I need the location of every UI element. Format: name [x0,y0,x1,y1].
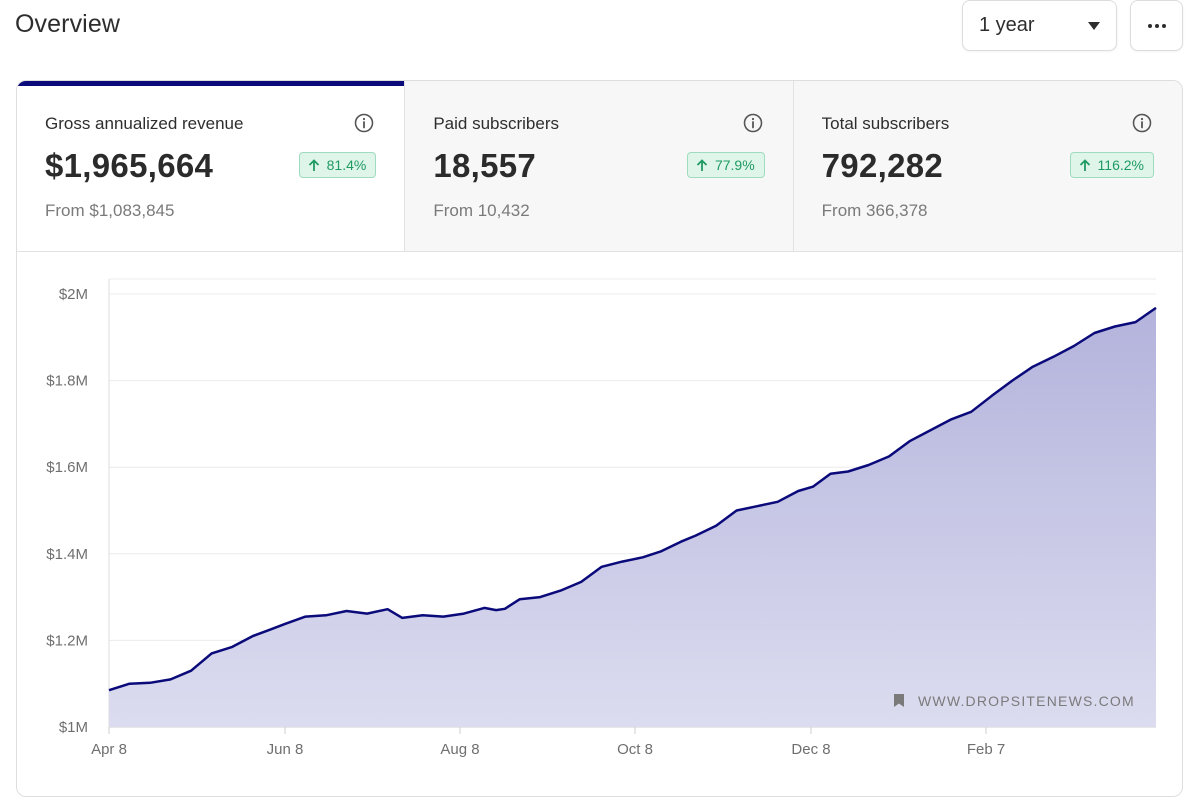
stat-value: 792,282 [821,147,944,184]
bookmark-icon [894,694,904,707]
x-tick-label: Apr 8 [91,741,127,758]
stat-value: $1,965,664 [45,147,214,184]
stat-from: From 10,432 [433,201,530,220]
stat-from: From 366,378 [821,201,928,220]
y-tick-label: $2M [59,286,88,303]
stat-gross-annualized-revenue[interactable]: Gross annualized revenue $1,965,664 81.4… [17,81,406,251]
change-badge: 116.2% [1069,152,1154,178]
x-tick-label: Aug 8 [440,741,479,758]
stats-row: Gross annualized revenue $1,965,664 81.4… [17,81,1182,252]
page-title: Overview [15,10,120,38]
arrow-up-icon [696,158,708,171]
more-options-button[interactable] [1130,0,1183,51]
active-tab-indicator [17,81,405,86]
more-dot-icon [1161,23,1166,28]
more-dot-icon [1147,23,1152,28]
stat-value: 18,557 [433,147,537,184]
info-icon[interactable] [354,113,374,133]
stat-paid-subscribers[interactable]: Paid subscribers 18,557 77.9% From 10,43… [405,81,794,251]
y-tick-label: $1M [59,719,88,736]
x-tick-label: Feb 7 [967,741,1005,758]
y-tick-label: $1.8M [46,373,88,390]
arrow-up-icon [308,158,319,171]
y-tick-label: $1.2M [46,632,88,649]
change-value: 77.9% [714,157,755,173]
y-tick-label: $1.6M [46,459,88,476]
x-tick-label: Dec 8 [791,741,830,758]
y-tick-label: $1.4M [46,546,88,563]
arrow-up-icon [1079,158,1090,171]
revenue-chart: $1M $1.2M $1.4M $1.6M $1.8M $2M Apr 8 Jun 8 Aug… [17,252,1182,796]
change-value: 116.2% [1097,157,1144,173]
watermark-text: WWW.DROPSITENEWS.COM [918,693,1135,709]
date-range-value: 1 year [979,14,1035,36]
more-dot-icon [1154,23,1159,28]
overview-card: Gross annualized revenue $1,965,664 81.4… [16,80,1183,797]
caret-down-icon [1088,21,1100,30]
info-icon[interactable] [1132,113,1152,133]
revenue-area-fill [109,307,1156,727]
stat-label: Paid subscribers [433,114,559,133]
change-badge: 81.4% [298,152,377,178]
change-value: 81.4% [326,157,367,173]
revenue-area-chart: $1M $1.2M $1.4M $1.6M $1.8M $2M Apr 8 Jun 8 Aug… [46,278,1157,758]
change-badge: 77.9% [686,152,765,178]
x-tick-label: Jun 8 [267,741,304,758]
info-icon[interactable] [743,113,763,133]
stat-total-subscribers[interactable]: Total subscribers 792,282 116.2% From 36… [793,81,1182,251]
stat-label: Total subscribers [821,114,950,133]
x-tick-label: Oct 8 [617,741,653,758]
watermark: WWW.DROPSITENEWS.COM [894,693,1135,709]
stat-label: Gross annualized revenue [45,114,244,133]
date-range-select[interactable]: 1 year [962,0,1117,51]
revenue-series-line [108,306,1157,692]
stat-from: From $1,083,845 [45,201,175,220]
